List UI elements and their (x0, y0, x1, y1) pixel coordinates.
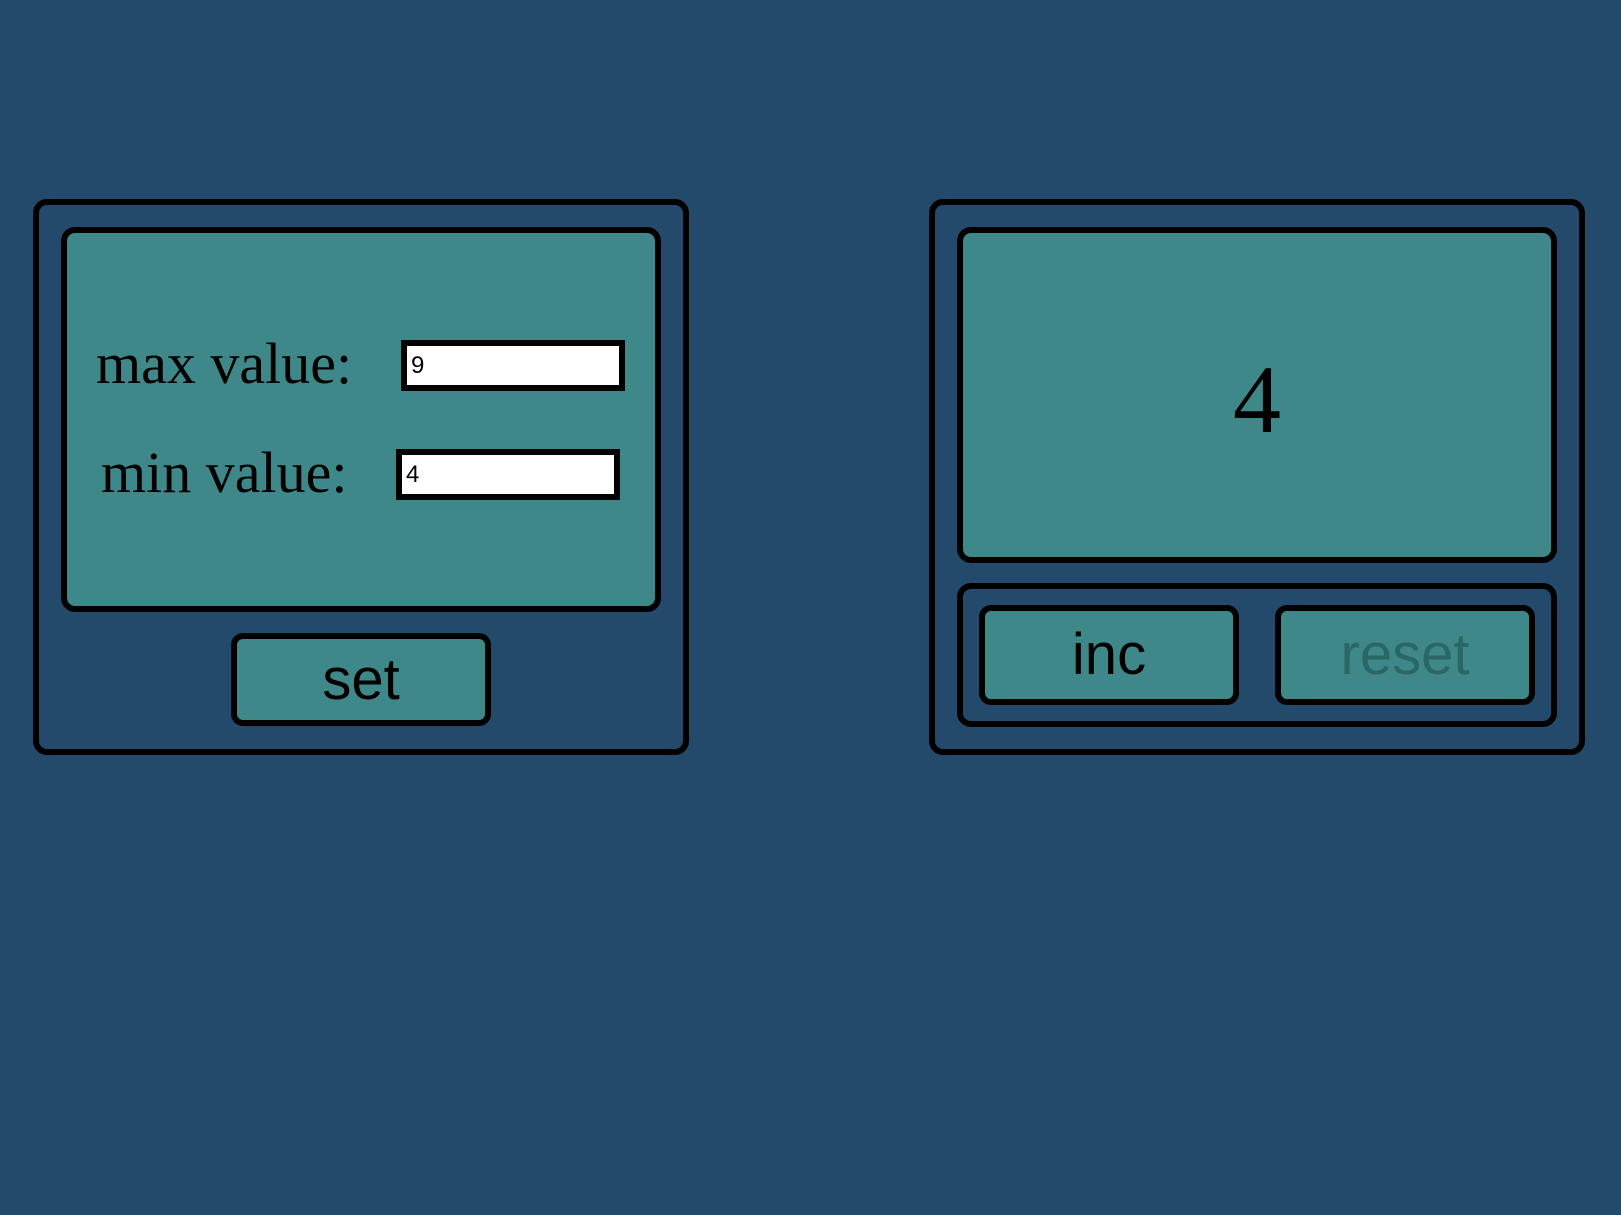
min-value-input[interactable] (396, 449, 620, 500)
counter-display-box (957, 227, 1557, 563)
set-button[interactable]: set (231, 633, 491, 726)
counter-value: 4 (1233, 346, 1281, 453)
min-value-label: min value: (101, 440, 348, 505)
max-value-label: max value: (96, 331, 353, 396)
max-value-input[interactable] (401, 340, 625, 391)
inc-button[interactable]: inc (979, 605, 1239, 705)
reset-button[interactable]: reset (1275, 605, 1535, 705)
settings-fields-box (61, 227, 661, 612)
